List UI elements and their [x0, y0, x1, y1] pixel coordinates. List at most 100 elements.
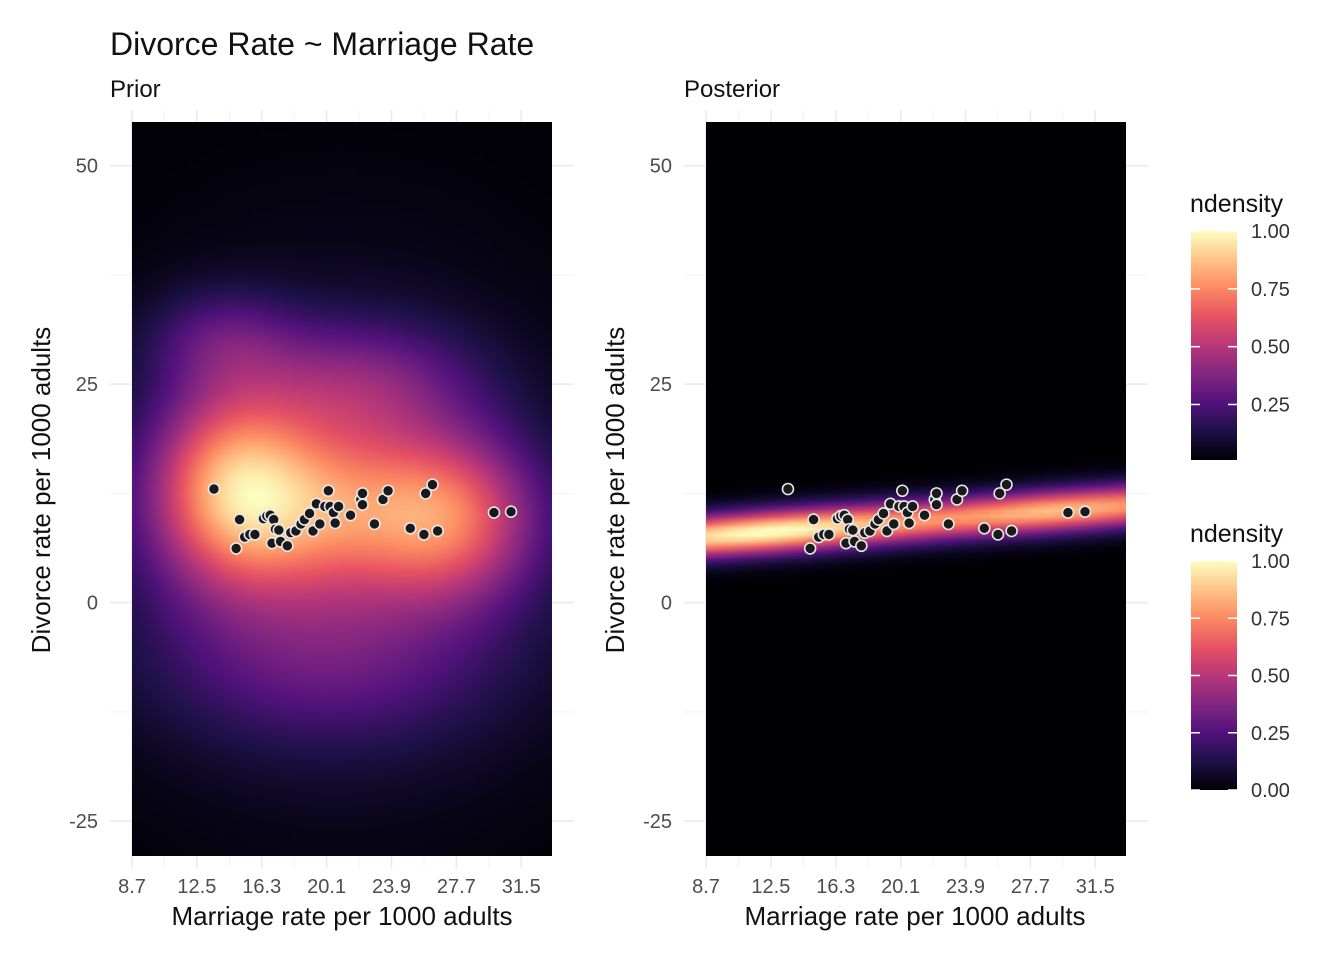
- data-point: [332, 500, 345, 513]
- data-point: [248, 528, 262, 541]
- data-point: [229, 542, 243, 555]
- data-point: [991, 528, 1005, 541]
- y-tick-label: 25: [76, 374, 98, 396]
- x-tick-label: 27.7: [1011, 876, 1050, 898]
- data-point: [504, 505, 518, 519]
- y-tick-label: 50: [76, 156, 98, 178]
- legend-tick-label: 0.75: [1251, 279, 1290, 301]
- data-point: [977, 522, 991, 535]
- data-point: [356, 498, 369, 512]
- data-point: [1078, 505, 1092, 519]
- data-point: [1000, 478, 1013, 491]
- legend-tick-label: 0.25: [1251, 723, 1290, 745]
- data-point: [281, 539, 294, 553]
- data-point: [930, 498, 943, 512]
- legend-posterior: ndensity 1.00 0.75 0.50 0.25 0.00: [1190, 520, 1290, 802]
- data-point: [356, 487, 369, 500]
- data-point: [426, 478, 439, 491]
- x-tick-label: 12.5: [751, 876, 790, 898]
- data-point: [322, 484, 335, 498]
- x-tick-label: 20.1: [881, 876, 920, 898]
- x-tick-label: 16.3: [816, 876, 855, 898]
- panel-posterior: Posterior 8.7 12.5 16.3 20.1 23.9 27.7 31.5 50…: [600, 76, 1148, 931]
- y-tick-label: 50: [650, 156, 672, 178]
- legend-ticks: 1.00 0.75 0.50 0.25 0.00: [1191, 551, 1290, 802]
- x-tick-label: 12.5: [177, 876, 216, 898]
- legend-tick-label: 0.50: [1251, 337, 1290, 359]
- x-axis-title: Marriage rate per 1000 adults: [171, 901, 512, 931]
- x-tick-label: 8.7: [692, 876, 720, 898]
- legend-title: ndensity: [1190, 520, 1284, 548]
- panel-subtitle: Prior: [110, 76, 161, 103]
- y-axis-title: Divorce rate per 1000 adults: [600, 327, 630, 654]
- x-tick-labels: 8.7 12.5 16.3 20.1 23.9 27.7 31.5: [692, 876, 1115, 898]
- x-tick-label: 20.1: [307, 876, 346, 898]
- data-point: [930, 487, 943, 500]
- chart-title: Divorce Rate ~ Marriage Rate: [110, 26, 534, 62]
- data-point: [1005, 524, 1018, 538]
- data-point: [431, 524, 444, 538]
- data-point: [803, 542, 817, 555]
- data-point: [417, 528, 431, 541]
- y-tick-label: -25: [69, 811, 98, 833]
- data-point: [419, 487, 432, 500]
- data-point: [403, 522, 417, 535]
- legend-tick-label: 0.25: [1251, 394, 1290, 416]
- data-point: [902, 516, 916, 530]
- density-heatmap: [706, 122, 1126, 856]
- data-point: [328, 516, 342, 530]
- data-point: [906, 500, 919, 513]
- x-tick-label: 23.9: [372, 876, 411, 898]
- legend-tick-label: 0.00: [1251, 780, 1290, 802]
- x-tick-label: 16.3: [242, 876, 281, 898]
- data-point: [896, 484, 909, 498]
- y-tick-label: -25: [643, 811, 672, 833]
- y-axis-title: Divorce rate per 1000 adults: [26, 327, 56, 654]
- legend-tick-label: 1.00: [1251, 221, 1290, 243]
- data-point: [233, 513, 246, 526]
- panel-prior: Prior 8.7 12.5 16.3 20.1 23.9 27.7 31.5 50 25 0 -…: [26, 76, 574, 931]
- data-point: [381, 484, 395, 498]
- legend-title: ndensity: [1190, 190, 1284, 218]
- legend-ticks: 1.00 0.75 0.50 0.25: [1191, 221, 1290, 416]
- data-point: [846, 523, 860, 537]
- legend-tick-label: 0.75: [1251, 608, 1290, 630]
- data-point: [942, 517, 955, 531]
- data-point: [368, 517, 381, 531]
- x-tick-label: 23.9: [946, 876, 985, 898]
- y-tick-labels: 50 25 0 -25: [643, 156, 672, 833]
- x-tick-label: 27.7: [437, 876, 476, 898]
- data-point: [877, 507, 890, 520]
- density-raster: [132, 122, 552, 856]
- x-tick-label: 31.5: [502, 876, 541, 898]
- data-point: [487, 506, 501, 519]
- data-point: [781, 482, 795, 496]
- data-point: [344, 508, 357, 522]
- data-point: [272, 523, 286, 537]
- data-point: [855, 539, 868, 553]
- data-point: [887, 517, 901, 531]
- data-points: [207, 478, 518, 555]
- data-point: [955, 484, 969, 498]
- data-points: [781, 478, 1092, 555]
- density-raster: [706, 122, 1126, 856]
- y-tick-label: 0: [87, 593, 98, 615]
- data-point: [918, 508, 931, 522]
- data-point: [822, 528, 836, 541]
- data-point: [303, 507, 316, 520]
- x-tick-labels: 8.7 12.5 16.3 20.1 23.9 27.7 31.5: [118, 876, 541, 898]
- legend-tick-label: 0.50: [1251, 666, 1290, 688]
- x-axis-title: Marriage rate per 1000 adults: [744, 901, 1085, 931]
- y-tick-label: 0: [661, 593, 672, 615]
- data-point: [313, 517, 327, 531]
- data-point: [807, 513, 820, 526]
- colorbar: [1191, 231, 1237, 460]
- panel-subtitle: Posterior: [684, 76, 780, 103]
- x-tick-label: 31.5: [1076, 876, 1115, 898]
- legend-tick-label: 1.00: [1251, 551, 1290, 573]
- y-tick-label: 25: [650, 374, 672, 396]
- data-point: [993, 487, 1006, 500]
- data-point: [1061, 506, 1075, 519]
